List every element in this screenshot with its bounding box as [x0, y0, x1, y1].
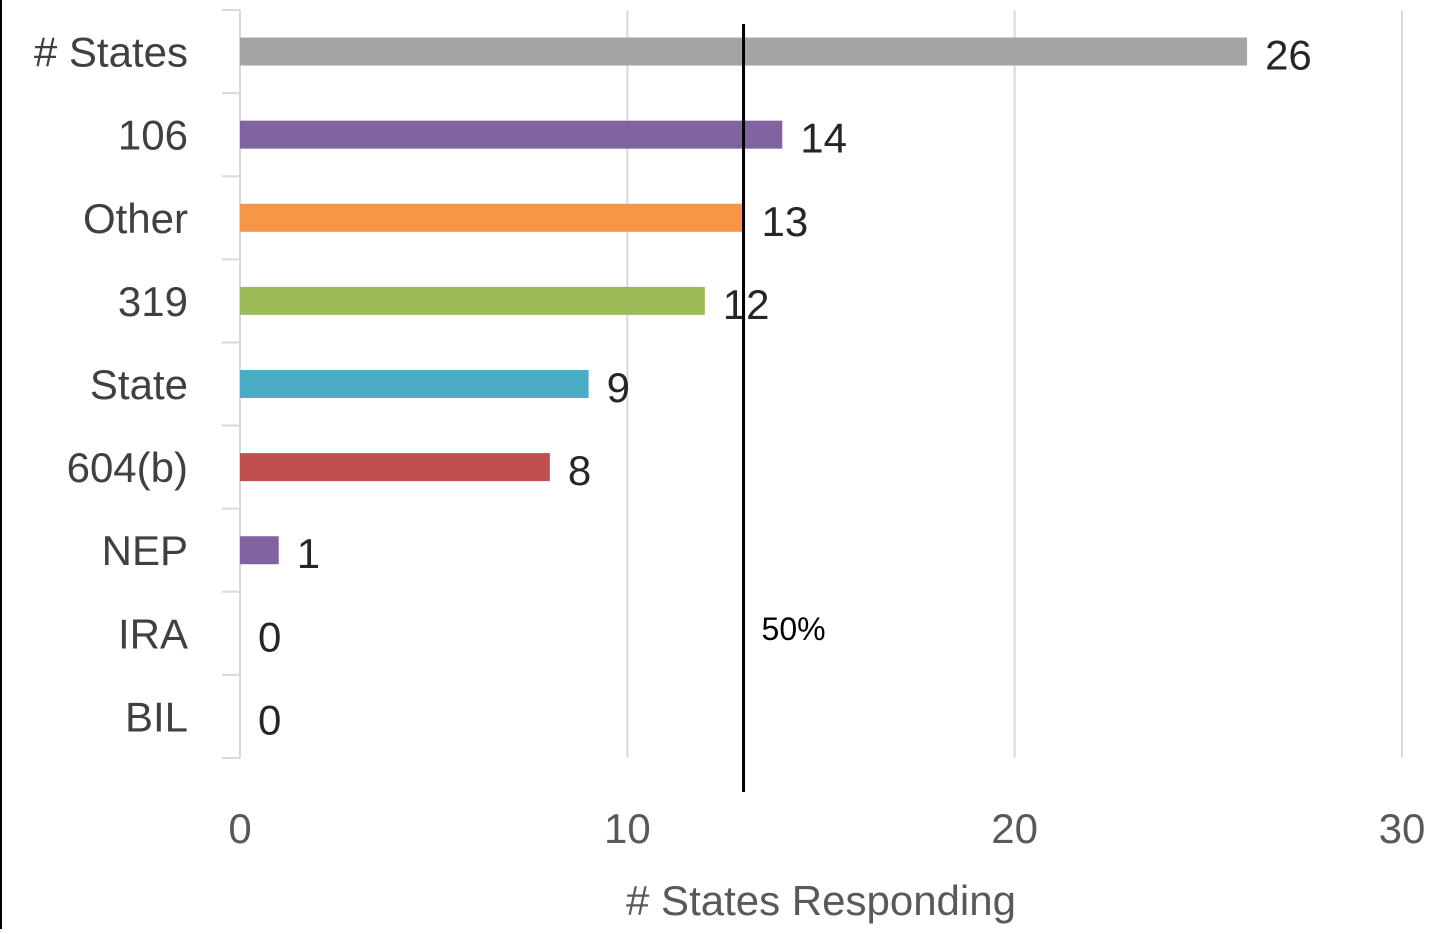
category-label: BIL	[125, 693, 188, 740]
x-axis-title: # States Responding	[626, 877, 1016, 924]
reference-line-group: 50%	[742, 24, 826, 792]
data-label: 26	[1265, 32, 1312, 79]
category-label: State	[90, 361, 188, 408]
x-tick-label: 20	[991, 805, 1038, 852]
data-label: 0	[258, 613, 281, 660]
category-label: NEP	[102, 527, 188, 574]
category-label: Other	[83, 195, 188, 242]
reference-line-label: 50%	[762, 611, 826, 647]
category-label: 106	[118, 112, 188, 159]
x-tick-label: 30	[1379, 805, 1426, 852]
category-label: 604(b)	[67, 444, 188, 491]
x-tick-label: 10	[604, 805, 651, 852]
data-label: 9	[607, 364, 630, 411]
bar-3	[240, 286, 705, 315]
bar-2	[240, 203, 744, 232]
bar-6	[240, 536, 279, 565]
bar-1	[240, 120, 783, 149]
category-label: IRA	[118, 610, 188, 657]
bar-5	[240, 453, 550, 482]
category-label: # States	[34, 29, 188, 76]
bar-4	[240, 370, 589, 398]
data-label: 12	[723, 281, 770, 328]
x-tick-label: 0	[228, 805, 251, 852]
category-label: 319	[118, 278, 188, 325]
data-label: 8	[568, 447, 591, 494]
data-label: 0	[258, 696, 281, 743]
category-axis	[222, 9, 241, 759]
data-label: 13	[762, 198, 809, 245]
data-label: 14	[800, 115, 847, 162]
bars	[240, 37, 1248, 565]
data-label: 1	[297, 530, 320, 577]
